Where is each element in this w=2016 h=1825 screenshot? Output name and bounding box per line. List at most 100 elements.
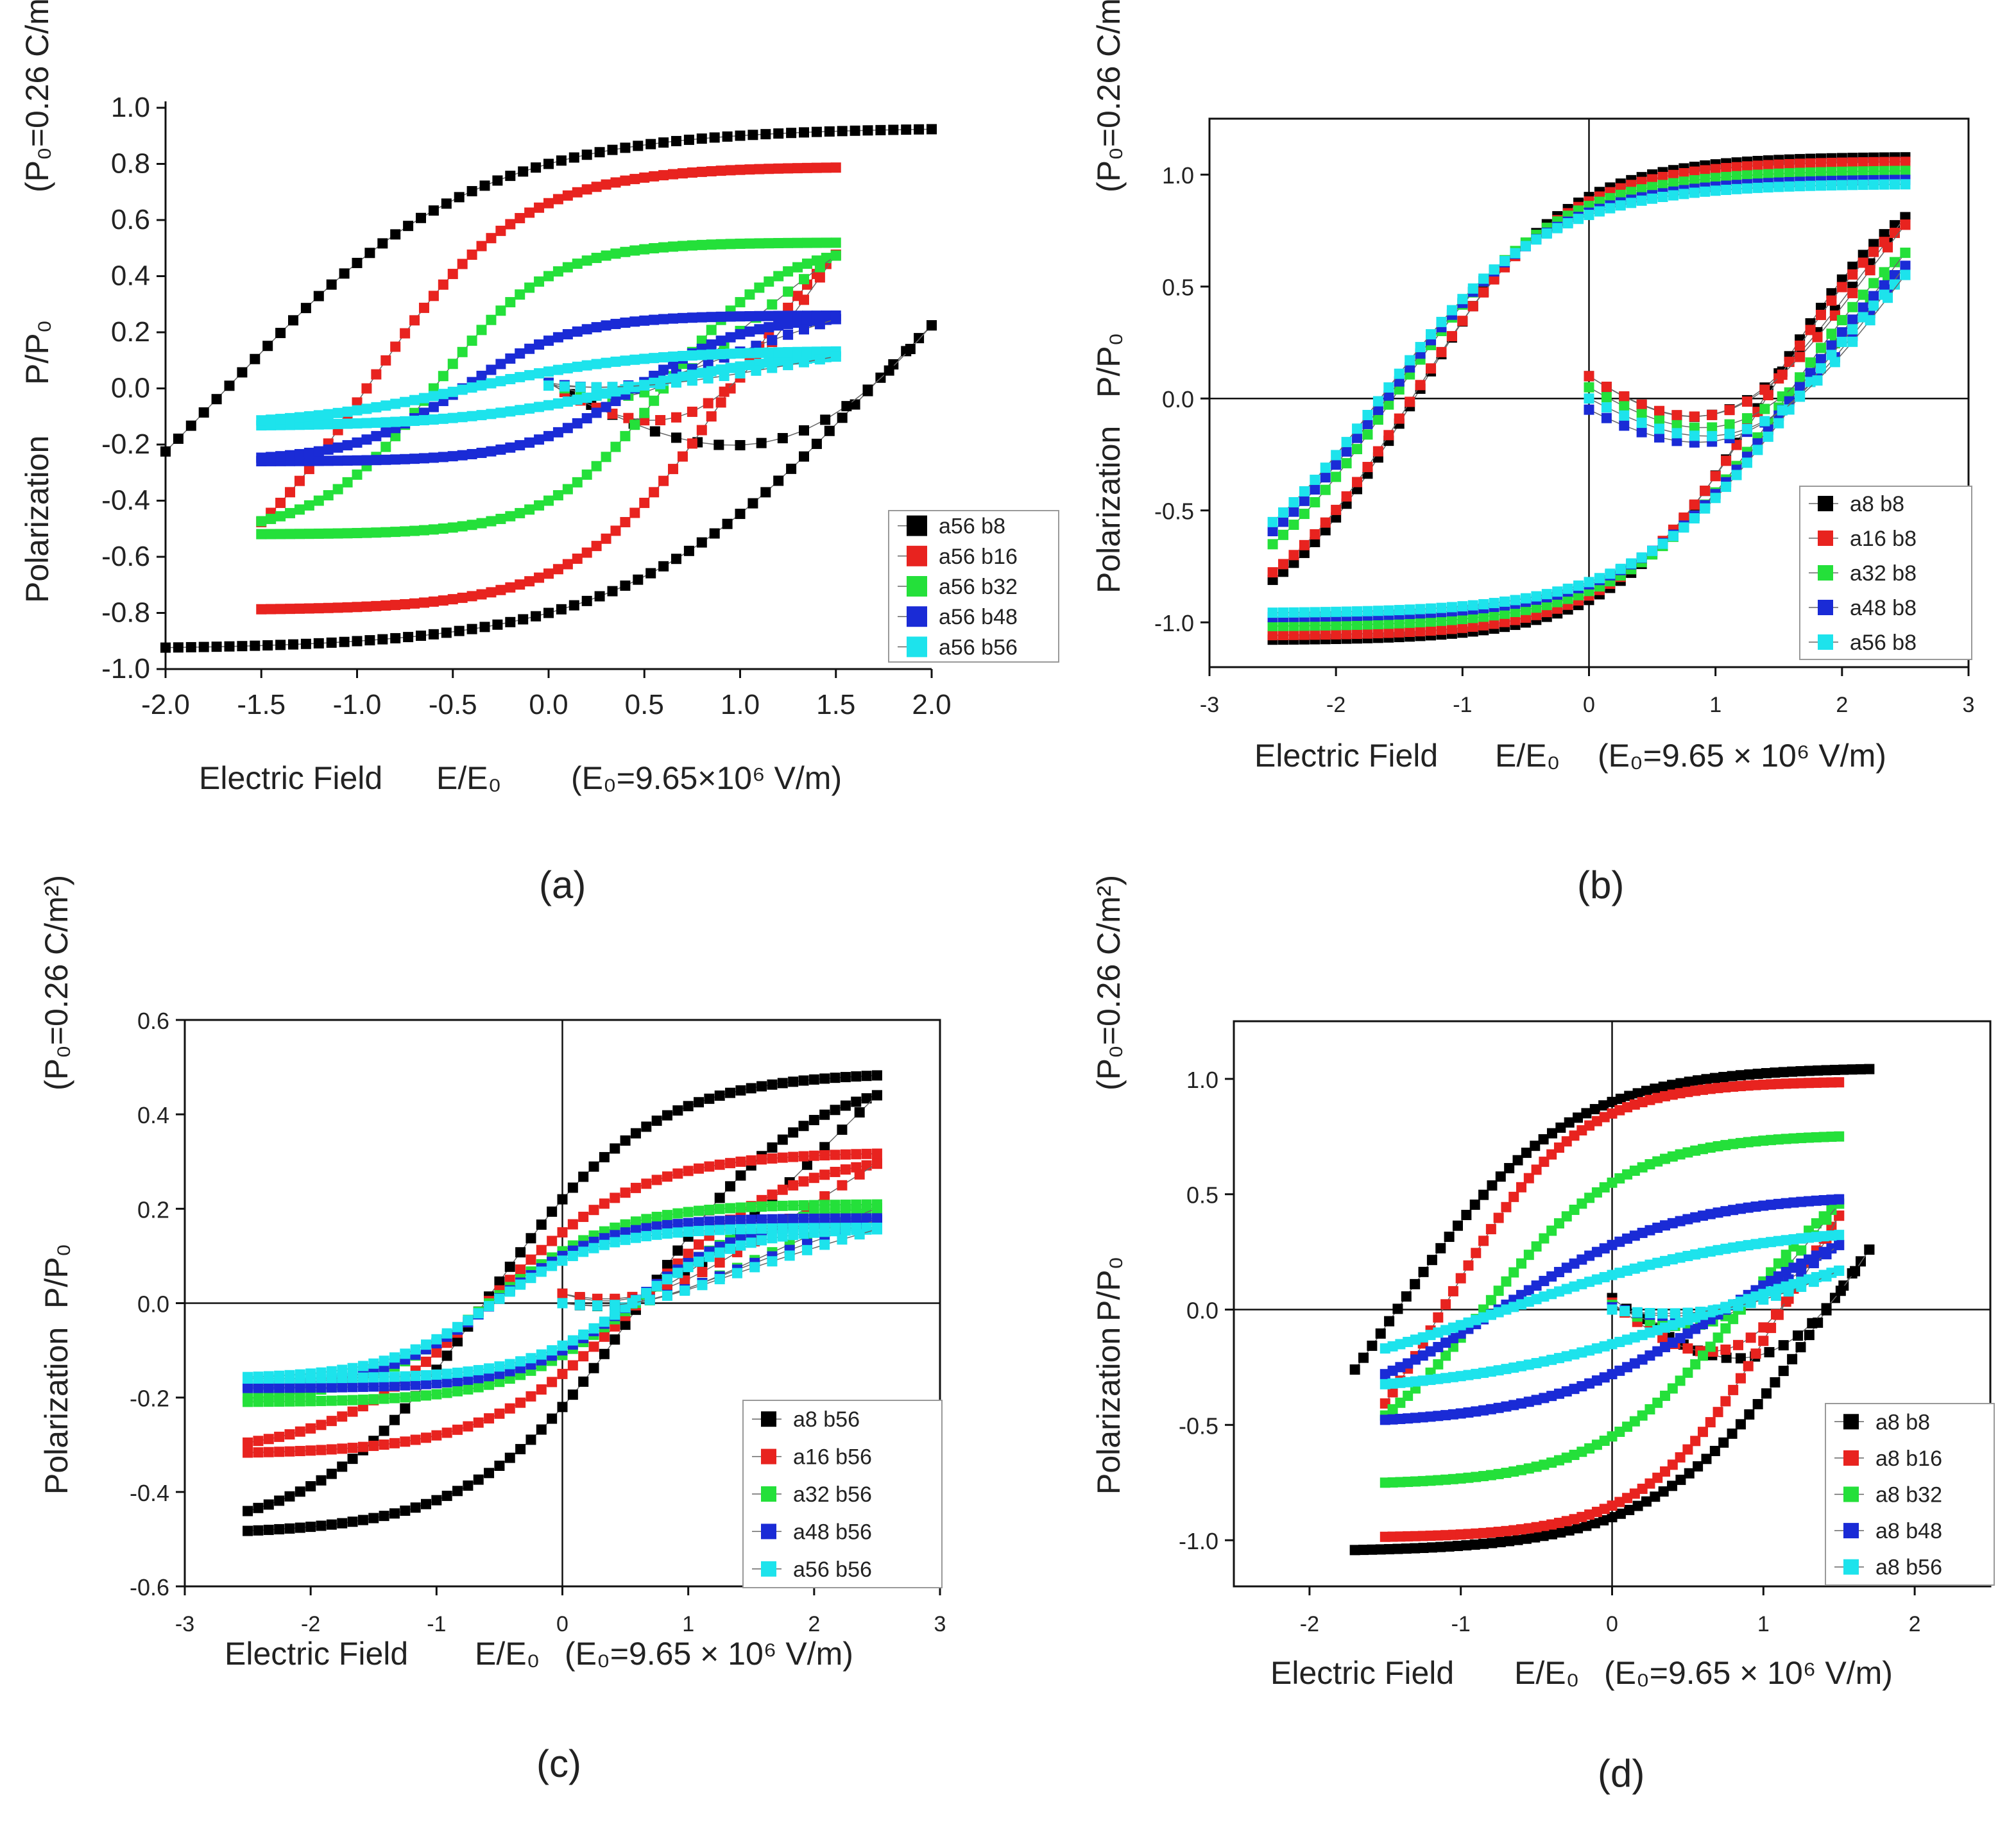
data-point xyxy=(1763,431,1773,442)
data-point xyxy=(313,638,324,649)
data-point xyxy=(578,1211,589,1222)
data-point xyxy=(1834,1077,1845,1088)
data-point xyxy=(777,1214,788,1225)
data-point xyxy=(1744,1069,1755,1080)
data-point xyxy=(706,339,717,350)
data-point xyxy=(819,1239,830,1250)
data-point xyxy=(683,1262,694,1273)
data-point xyxy=(1584,210,1594,221)
data-point xyxy=(262,640,273,651)
data-point xyxy=(572,259,583,269)
data-point xyxy=(1426,603,1437,614)
data-point xyxy=(756,1081,767,1092)
data-point xyxy=(534,276,545,287)
data-point xyxy=(610,1300,620,1311)
data-point xyxy=(1510,615,1521,625)
data-point xyxy=(1541,228,1552,239)
data-point xyxy=(630,1225,641,1235)
data-point xyxy=(671,554,681,564)
data-point xyxy=(409,395,420,405)
data-point xyxy=(1607,1096,1618,1107)
data-point xyxy=(438,371,448,382)
data-point xyxy=(400,416,411,427)
data-point xyxy=(1713,1407,1723,1418)
data-point xyxy=(1847,269,1858,280)
data-point xyxy=(620,355,631,366)
data-point xyxy=(610,248,621,259)
data-point xyxy=(562,423,573,434)
data-point xyxy=(662,1260,672,1271)
data-point xyxy=(1487,1180,1498,1191)
data-point xyxy=(811,237,822,248)
data-point xyxy=(1705,1341,1716,1352)
legend-label: a56 b8 xyxy=(1850,631,1917,655)
data-point xyxy=(662,1171,672,1182)
data-point xyxy=(672,1219,683,1230)
data-point xyxy=(672,1208,683,1219)
data-point xyxy=(543,198,554,208)
data-point xyxy=(1728,1384,1739,1395)
data-point xyxy=(441,1368,452,1379)
data-point xyxy=(1795,382,1806,393)
data-point xyxy=(658,561,669,572)
data-point xyxy=(160,446,171,457)
data-point xyxy=(347,1516,358,1527)
data-point xyxy=(725,348,736,359)
data-point xyxy=(1405,604,1415,615)
data-point xyxy=(515,579,525,590)
y-tick-label: -0.4 xyxy=(130,1480,169,1506)
data-point xyxy=(581,547,592,558)
data-point xyxy=(591,253,602,264)
data-point xyxy=(672,1105,683,1116)
data-point xyxy=(1598,1100,1609,1111)
data-point xyxy=(332,602,343,613)
data-point xyxy=(1341,606,1352,617)
data-point xyxy=(677,451,688,462)
data-point xyxy=(1679,512,1689,523)
data-point xyxy=(557,1227,568,1238)
data-point xyxy=(706,411,717,422)
data-point xyxy=(801,162,812,173)
data-point xyxy=(1469,1199,1480,1210)
data-point xyxy=(463,1366,474,1377)
data-point xyxy=(525,1273,536,1284)
data-point xyxy=(1584,371,1594,382)
data-point xyxy=(568,600,579,611)
data-point xyxy=(1415,380,1426,391)
data-point xyxy=(263,1391,274,1402)
data-point xyxy=(256,604,267,615)
data-point xyxy=(581,360,592,371)
data-point xyxy=(581,469,592,480)
data-point xyxy=(1834,1239,1845,1250)
data-point xyxy=(830,1150,841,1160)
data-point xyxy=(357,1381,368,1392)
data-point xyxy=(326,1366,337,1377)
data-point xyxy=(1647,182,1658,192)
data-point xyxy=(420,1432,431,1443)
data-point xyxy=(1619,401,1630,412)
data-point xyxy=(1485,1294,1496,1305)
data-point xyxy=(1626,198,1637,208)
data-point xyxy=(1700,174,1711,185)
data-point xyxy=(390,600,401,611)
data-point xyxy=(476,447,487,458)
x-tick-label: -1 xyxy=(1453,693,1472,717)
data-point xyxy=(524,369,535,380)
data-point xyxy=(536,1244,547,1255)
data-point xyxy=(1682,1343,1693,1354)
data-point xyxy=(1787,1066,1798,1077)
data-point xyxy=(1362,418,1373,429)
data-point xyxy=(486,233,497,244)
data-point xyxy=(1900,157,1911,167)
data-point xyxy=(744,289,755,300)
data-point xyxy=(1288,620,1299,631)
data-point xyxy=(313,446,324,457)
data-point xyxy=(1741,457,1752,468)
data-point xyxy=(452,1376,463,1387)
data-point xyxy=(871,1090,882,1101)
data-point xyxy=(1299,539,1310,550)
data-point xyxy=(486,314,497,325)
data-point xyxy=(767,335,778,346)
y-tick-label: 0.4 xyxy=(111,260,150,292)
